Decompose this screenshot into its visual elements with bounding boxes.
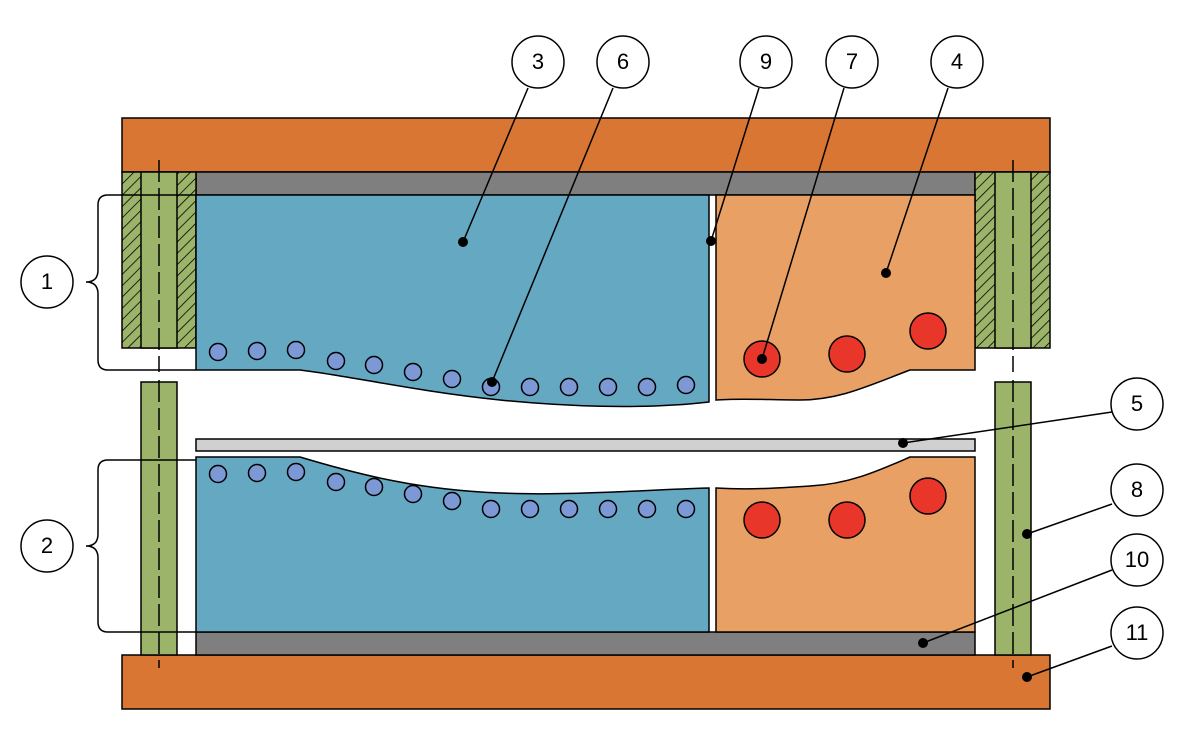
- small-circle: [247, 463, 267, 483]
- small-circle: [637, 377, 657, 397]
- bottom-backing-plate: [195, 631, 976, 656]
- leader-dot-6: [487, 377, 497, 387]
- small-circle: [286, 462, 306, 482]
- brace-2: [85, 459, 196, 633]
- leader-dots: [458, 236, 1032, 682]
- small-circle: [559, 499, 579, 519]
- callout-10: 10: [1110, 533, 1164, 587]
- leader-dot-3: [458, 237, 468, 247]
- brace-1: [85, 194, 196, 371]
- leader-lines: [462, 87, 1113, 678]
- small-circle: [442, 491, 462, 511]
- upper-right-guide-bushing: [974, 160, 1051, 372]
- callout-3: 3: [511, 35, 565, 89]
- upper-left-guide-bushing: [121, 160, 197, 372]
- small-circle: [520, 499, 540, 519]
- callout-8-label: 8: [1131, 477, 1143, 502]
- callout-7-label: 7: [846, 49, 858, 74]
- callout-5: 5: [1110, 377, 1164, 431]
- small-circle: [403, 484, 423, 504]
- small-circle: [676, 499, 696, 519]
- large-circle: [909, 312, 947, 350]
- callout-6-label: 6: [617, 49, 629, 74]
- small-circle: [326, 472, 346, 492]
- large-circle: [909, 477, 947, 515]
- small-circle: [326, 351, 346, 371]
- small-circle: [520, 377, 540, 397]
- large-circle: [828, 501, 866, 539]
- callout-2-label: 2: [41, 533, 53, 558]
- leader-dot-9: [706, 236, 716, 246]
- callout-5-label: 5: [1131, 391, 1143, 416]
- callout-11-label: 11: [1126, 620, 1149, 645]
- callout-10-label: 10: [1125, 547, 1149, 572]
- upper-orange-block: [715, 194, 976, 401]
- large-circle: [828, 335, 866, 373]
- small-circle: [403, 362, 423, 382]
- small-circle: [598, 499, 618, 519]
- callout-9: 9: [739, 35, 793, 89]
- leader-dot-8: [1022, 529, 1032, 539]
- callout-3-label: 3: [532, 49, 544, 74]
- lower-blue-block: [195, 456, 710, 633]
- top-platen: [121, 117, 1051, 173]
- leader-dot-11: [1022, 672, 1032, 682]
- small-circle: [442, 369, 462, 389]
- callout-7: 7: [825, 35, 879, 89]
- callout-11: 11: [1110, 606, 1164, 660]
- leader-dot-5: [898, 438, 908, 448]
- top-backing-plate: [195, 171, 976, 196]
- small-circle: [208, 342, 228, 362]
- leader-dot-4: [881, 268, 891, 278]
- leader-dot-7: [757, 354, 767, 364]
- lower-left-guide-pillar: [140, 380, 178, 668]
- lower-large-circles: [743, 477, 947, 539]
- bottom-platen: [121, 654, 1051, 710]
- small-circle: [481, 499, 501, 519]
- small-circle: [598, 377, 618, 397]
- small-circle: [676, 375, 696, 395]
- callout-2: 2: [20, 519, 74, 573]
- lower-right-guide-pillar: [994, 380, 1032, 668]
- callout-4-label: 4: [951, 49, 963, 74]
- callout-1-label: 1: [41, 269, 53, 294]
- upper-small-circles: [208, 340, 696, 397]
- callout-8: 8: [1110, 463, 1164, 517]
- small-circle: [364, 355, 384, 375]
- small-circle: [559, 377, 579, 397]
- lower-small-circles: [208, 462, 696, 519]
- separator-sheet: [195, 438, 976, 452]
- small-circle: [208, 464, 228, 484]
- large-circle: [743, 501, 781, 539]
- callout-4: 4: [930, 35, 984, 89]
- small-circle: [247, 341, 267, 361]
- callout-6: 6: [596, 35, 650, 89]
- upper-blue-block: [195, 194, 710, 408]
- callout-9-label: 9: [760, 49, 772, 74]
- small-circle: [286, 340, 306, 360]
- leader-dot-10: [918, 638, 928, 648]
- small-circle: [364, 477, 384, 497]
- callout-1: 1: [20, 255, 74, 309]
- small-circle: [637, 499, 657, 519]
